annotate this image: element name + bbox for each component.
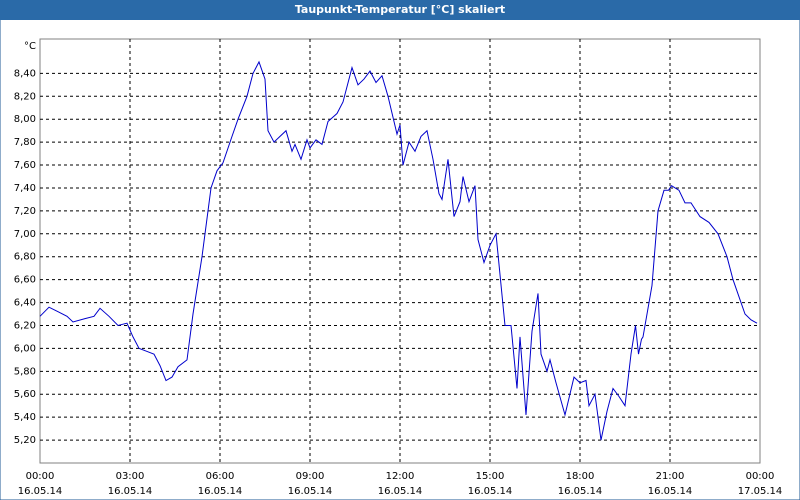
x-tick-label: 00:00: [746, 471, 775, 482]
x-tick-label: 18:00: [566, 471, 595, 482]
chart-title: Taupunkt-Temperatur [°C] skaliert: [295, 3, 505, 16]
title-bar: [0, 0, 800, 20]
x-tick-date: 16.05.14: [378, 486, 423, 497]
y-tick-label: 5,40: [14, 412, 36, 423]
x-tick-date: 16.05.14: [18, 486, 63, 497]
y-unit: °C: [24, 41, 36, 52]
y-tick-label: 6,20: [14, 320, 36, 331]
y-tick-label: 7,00: [14, 229, 36, 240]
y-tick-label: 7,60: [14, 160, 36, 171]
y-tick-label: 6,40: [14, 298, 36, 309]
x-tick-date: 16.05.14: [108, 486, 153, 497]
x-tick-label: 12:00: [386, 471, 415, 482]
x-tick-date: 16.05.14: [648, 486, 693, 497]
x-tick-date: 16.05.14: [468, 486, 513, 497]
y-tick-label: 8,40: [14, 68, 36, 79]
x-tick-date: 16.05.14: [288, 486, 333, 497]
y-tick-label: 5,60: [14, 389, 36, 400]
y-tick-label: 6,60: [14, 275, 36, 286]
x-tick-label: 06:00: [206, 471, 235, 482]
x-tick-label: 03:00: [116, 471, 145, 482]
y-tick-label: 5,20: [14, 435, 36, 446]
y-tick-label: 7,20: [14, 206, 36, 217]
y-tick-label: 6,80: [14, 252, 36, 263]
data-line: [39, 60, 758, 441]
x-tick-label: 09:00: [296, 471, 325, 482]
x-tick-label: 00:00: [26, 471, 55, 482]
y-tick-label: 6,00: [14, 343, 36, 354]
x-tick-label: 21:00: [656, 471, 685, 482]
y-tick-label: 8,00: [14, 114, 36, 125]
y-tick-label: 8,20: [14, 91, 36, 102]
x-tick-date: 16.05.14: [558, 486, 603, 497]
x-tick-label: 15:00: [476, 471, 505, 482]
y-tick-label: 7,40: [14, 183, 36, 194]
y-tick-label: 5,80: [14, 366, 36, 377]
y-tick-label: 7,80: [14, 137, 36, 148]
x-tick-date: 16.05.14: [198, 486, 243, 497]
x-tick-date: 17.05.14: [738, 486, 783, 497]
